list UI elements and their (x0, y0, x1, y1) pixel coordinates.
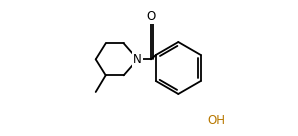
Text: OH: OH (208, 114, 226, 127)
Text: O: O (146, 10, 156, 23)
Text: N: N (133, 53, 142, 66)
